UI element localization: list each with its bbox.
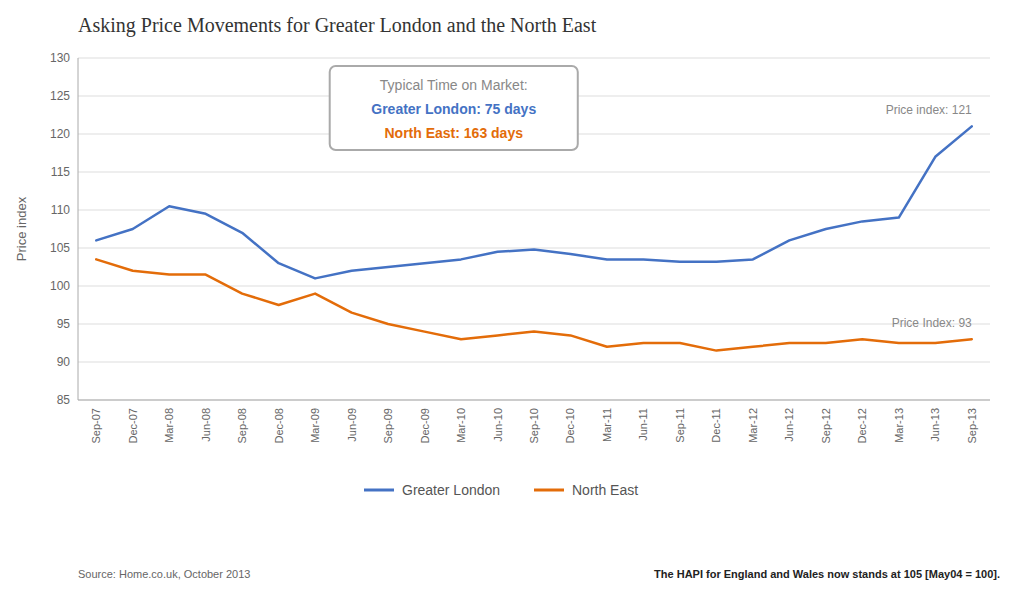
y-tick-label: 110 <box>51 203 70 217</box>
x-tick-label: Jun-10 <box>492 408 504 442</box>
end-label: Price index: 121 <box>886 103 972 117</box>
legend-label: North East <box>572 482 638 498</box>
y-tick-label: 85 <box>57 393 71 407</box>
grid-line <box>78 210 990 211</box>
x-tick-label: Dec-09 <box>419 408 431 443</box>
y-tick-label: 95 <box>57 317 71 331</box>
x-tick-label: Sep-10 <box>528 408 540 443</box>
legend-swatch <box>364 489 394 492</box>
grid-line <box>78 58 990 59</box>
footer: The HAPI for England and Wales now stand… <box>654 568 1000 580</box>
y-axis: 85 90 95 100 105 110 115 120 125 130 <box>50 51 990 407</box>
y-axis-label: Price index <box>14 196 29 261</box>
source: Source: Home.co.uk, October 2013 <box>78 568 250 580</box>
x-tick-label: Sep-07 <box>90 408 102 443</box>
annotation-text: North East: 163 days <box>384 125 523 141</box>
grid-line <box>78 324 990 325</box>
x-tick-label: Sep-09 <box>382 408 394 443</box>
x-tick-label: Sep-12 <box>820 408 832 443</box>
x-tick-label: Mar-12 <box>747 408 759 443</box>
x-tick-label: Sep-08 <box>236 408 248 443</box>
y-tick-label: 90 <box>57 355 71 369</box>
grid-line <box>78 286 990 287</box>
annotation-box <box>330 66 578 150</box>
x-tick-label: Mar-13 <box>893 408 905 443</box>
x-tick-label: Mar-08 <box>163 408 175 443</box>
y-tick-label: 125 <box>50 89 70 103</box>
x-tick-label: Dec-12 <box>856 408 868 443</box>
x-tick-label: Dec-07 <box>127 408 139 443</box>
background <box>0 0 1024 592</box>
x-tick-label: Sep-13 <box>966 408 978 443</box>
y-tick-label: 105 <box>50 241 70 255</box>
end-label: Price Index: 93 <box>892 316 972 330</box>
legend-swatch <box>534 489 564 492</box>
y-tick-label: 100 <box>50 279 70 293</box>
x-tick-label: Dec-08 <box>273 408 285 443</box>
chart: Asking Price Movements for Greater Londo… <box>0 0 1024 592</box>
series-line <box>96 259 972 350</box>
grid-line <box>78 362 990 363</box>
grid-line <box>78 400 990 401</box>
x-tick-label: Mar-11 <box>601 408 613 442</box>
x-tick-label: Jun-12 <box>783 408 795 442</box>
x-tick-label: Mar-09 <box>309 408 321 443</box>
legend-label: Greater London <box>402 482 500 498</box>
x-axis: Sep-07 Dec-07 Mar-08 Jun-08 Sep-08 Dec-08 Mar-… <box>90 408 978 443</box>
x-tick-label: Jun-08 <box>200 408 212 442</box>
y-tick-label: 115 <box>51 165 70 179</box>
x-tick-label: Jun-09 <box>346 408 358 442</box>
x-tick-label: Jun-11 <box>637 408 649 441</box>
annotation-text: Greater London: 75 days <box>371 101 536 117</box>
grid-line <box>78 172 990 173</box>
y-axis-line <box>78 58 79 400</box>
lines <box>96 126 972 350</box>
x-tick-label: Dec-11 <box>710 408 722 443</box>
legend: Greater London North East <box>364 482 638 498</box>
y-tick-label: 120 <box>50 127 70 141</box>
x-axis-line <box>78 400 990 401</box>
x-tick-label: Sep-11 <box>674 408 686 443</box>
x-tick-label: Dec-10 <box>564 408 576 443</box>
y-tick-label: 130 <box>50 51 70 65</box>
title: Asking Price Movements for Greater Londo… <box>78 14 597 37</box>
annotation-text: Typical Time on Market: <box>380 77 528 93</box>
x-tick-label: Mar-10 <box>455 408 467 443</box>
x-tick-label: Jun-13 <box>929 408 941 442</box>
